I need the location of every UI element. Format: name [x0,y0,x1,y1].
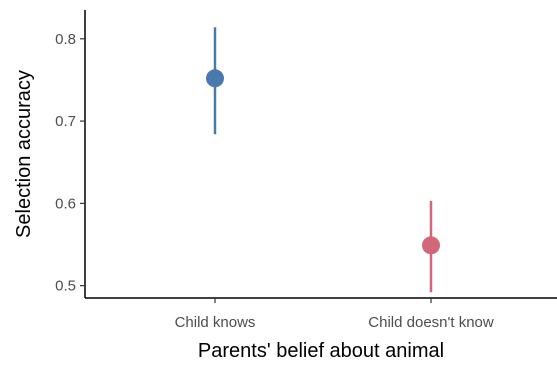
x-axis-title: Parents' belief about animal [198,340,444,362]
y-axis: 0.5 0.6 0.7 0.8 [55,10,86,298]
y-axis-title: Selection accuracy [13,70,35,238]
x-tick-label: Child knows [175,314,256,331]
data-point [422,236,440,255]
y-tick-label: 0.8 [55,31,76,48]
data-point [206,69,224,88]
y-tick-label: 0.7 [55,113,76,130]
x-tick-label: Child doesn't know [368,314,494,331]
y-tick-label: 0.6 [55,195,76,212]
y-tick-label: 0.5 [55,278,76,295]
data-marks [206,27,440,293]
x-axis: Child knows Child doesn't know [85,297,557,331]
